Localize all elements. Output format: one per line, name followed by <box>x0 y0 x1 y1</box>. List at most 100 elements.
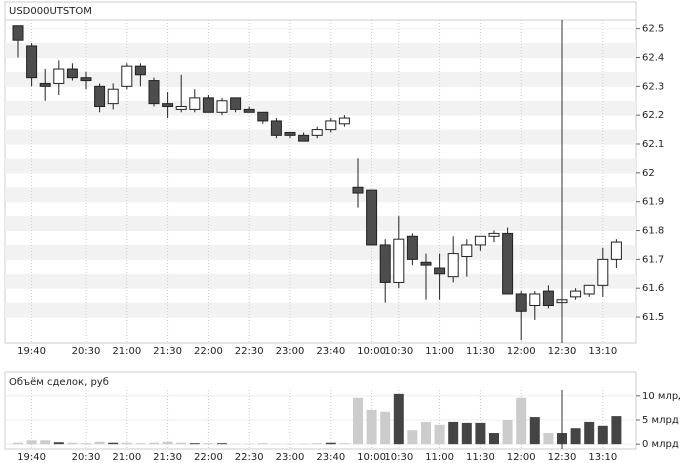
volume-bar <box>312 443 323 445</box>
x-tick-label: 21:30 <box>153 346 182 357</box>
candle-body <box>366 189 378 246</box>
chart-title: USD000UTSTOM <box>9 6 92 17</box>
y-tick-label: 61.7 <box>642 254 664 265</box>
y-tick-label: 62.4 <box>642 52 664 63</box>
volume-bar <box>489 433 499 445</box>
volume-bar <box>217 443 227 445</box>
x-tick-label: 10:00 <box>357 346 386 357</box>
grid-band <box>5 43 636 58</box>
candle-body <box>529 293 541 307</box>
volume-bar <box>366 409 377 445</box>
candle-body <box>216 100 228 113</box>
x-tick-label: 21:00 <box>112 346 141 357</box>
x-tick-label: 23:40 <box>316 452 345 463</box>
candle-body <box>257 111 269 122</box>
volume-bar <box>67 442 78 445</box>
volume-bar <box>597 425 608 445</box>
candle-body <box>230 97 242 110</box>
candle-body <box>189 97 201 110</box>
volume-bar <box>570 428 581 445</box>
x-tick-label: 10:30 <box>384 346 413 357</box>
candle-body <box>39 82 51 87</box>
volume-bar <box>434 424 445 445</box>
x-tick-label: 10:30 <box>384 452 413 463</box>
candle-body <box>406 235 418 260</box>
volume-bar <box>189 443 200 445</box>
x-tick-label: 22:30 <box>235 346 264 357</box>
candle-body <box>148 80 160 105</box>
y-tick-label: 0 млрд <box>642 439 679 450</box>
candle-body <box>12 25 24 41</box>
volume-bar <box>81 443 91 445</box>
volume-bar <box>339 443 350 445</box>
candle-body <box>597 258 609 286</box>
volume-bar <box>407 430 418 445</box>
grid-band <box>5 71 636 87</box>
y-tick-label: 5 млрд <box>642 415 679 426</box>
candle-body <box>488 232 500 237</box>
candle-body <box>434 267 446 275</box>
candle-body <box>298 134 310 142</box>
y-tick-label: 61.9 <box>642 197 664 208</box>
candle-body <box>583 284 595 295</box>
candle-body <box>542 290 554 307</box>
candle-body <box>270 120 282 136</box>
x-tick-label: 23:00 <box>276 346 305 357</box>
candle-body <box>121 65 133 87</box>
volume-bar <box>393 393 404 445</box>
volume-bar <box>325 442 336 445</box>
candle-body <box>474 235 486 246</box>
x-tick-label: 11:30 <box>466 346 495 357</box>
grid-band <box>5 244 636 260</box>
grid-band <box>5 158 636 173</box>
y-tick-label: 10 млрд <box>642 391 680 402</box>
volume-title: Объём сделок, руб <box>9 377 109 388</box>
y-tick-label: 61.5 <box>642 312 664 323</box>
candle-body <box>162 103 174 108</box>
x-tick-label: 22:00 <box>194 346 223 357</box>
x-tick-label: 12:30 <box>548 346 577 357</box>
volume-bar <box>108 442 119 445</box>
volume-bar <box>257 443 268 445</box>
volume-bar <box>543 433 554 445</box>
x-tick-label: 19:40 <box>17 346 46 357</box>
volume-bar <box>40 440 51 445</box>
volume-bar <box>26 440 37 445</box>
y-tick-label: 61.8 <box>642 226 664 237</box>
x-tick-label: 13:10 <box>588 452 617 463</box>
volume-bar <box>203 443 214 445</box>
volume-bar <box>448 421 459 445</box>
grid-band <box>5 129 636 145</box>
y-tick-label: 62.2 <box>642 110 664 121</box>
candle-body <box>284 131 296 136</box>
candle-body <box>447 253 459 278</box>
volume-bar <box>461 422 472 445</box>
candle-body <box>461 244 473 257</box>
x-tick-label: 23:00 <box>276 452 305 463</box>
y-tick-label: 62.5 <box>642 24 664 35</box>
x-tick-label: 20:30 <box>72 452 101 463</box>
volume-bar <box>529 417 540 445</box>
x-tick-label: 19:40 <box>17 452 46 463</box>
x-tick-label: 21:00 <box>112 452 141 463</box>
volume-bar <box>135 443 146 445</box>
candle-body <box>610 241 622 260</box>
y-tick-label: 62.1 <box>642 139 664 150</box>
y-tick-label: 62.3 <box>642 81 664 92</box>
grid-band <box>5 187 636 202</box>
candle-body <box>570 290 582 298</box>
x-tick-label: 23:40 <box>316 346 345 357</box>
volume-bar <box>149 442 159 445</box>
x-tick-label: 22:00 <box>194 452 223 463</box>
x-tick-label: 10:00 <box>357 452 386 463</box>
candle-body <box>175 106 187 110</box>
volume-bar <box>380 411 391 445</box>
candle-body <box>26 45 38 79</box>
x-tick-label: 11:30 <box>466 452 495 463</box>
x-tick-label: 20:30 <box>72 346 101 357</box>
y-tick-label: 62 <box>642 168 655 179</box>
grid-band <box>5 302 636 318</box>
volume-bar <box>121 442 132 445</box>
volume-bar <box>13 442 23 445</box>
candle-body <box>352 186 364 194</box>
